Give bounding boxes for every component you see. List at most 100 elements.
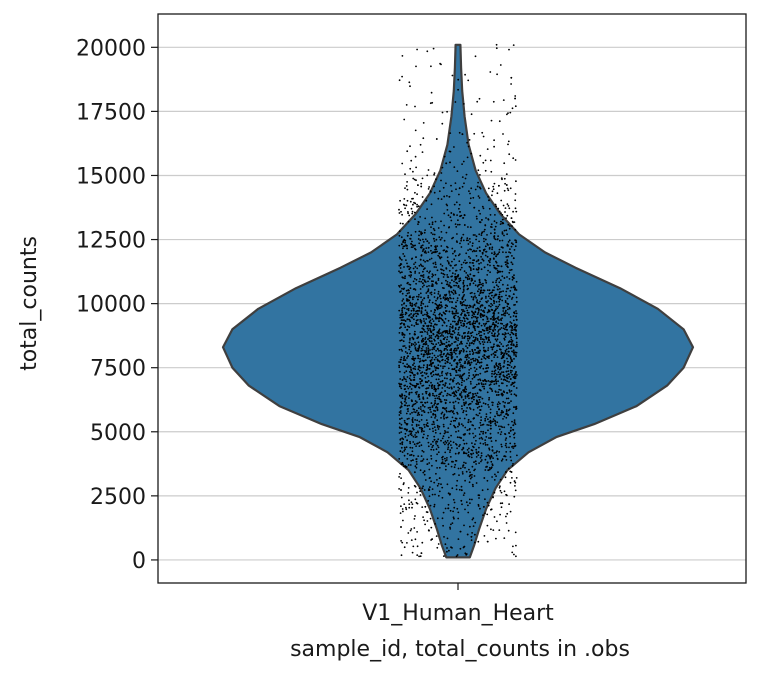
data-point [456, 436, 459, 439]
data-point [514, 375, 517, 378]
data-point [456, 233, 458, 235]
data-point [438, 320, 440, 322]
data-point [450, 465, 453, 468]
data-point [423, 329, 425, 331]
data-point [428, 271, 430, 274]
data-point [514, 193, 517, 195]
data-point [469, 477, 472, 480]
data-point [457, 88, 459, 91]
data-point [462, 300, 465, 303]
data-point [461, 335, 464, 338]
data-point [420, 264, 423, 267]
data-point [477, 540, 480, 543]
data-point [474, 234, 476, 236]
data-point [411, 305, 413, 308]
data-point [499, 362, 501, 365]
data-point [401, 461, 404, 464]
data-point [499, 513, 501, 516]
data-point [483, 240, 485, 243]
data-point [399, 406, 402, 409]
data-point [463, 294, 466, 296]
data-point [476, 392, 479, 395]
data-point [489, 419, 492, 422]
data-point [458, 326, 460, 329]
data-point [423, 284, 425, 287]
data-point [436, 453, 438, 456]
data-point [463, 320, 466, 322]
data-point [510, 286, 513, 289]
data-point [449, 526, 451, 529]
data-point [435, 323, 438, 326]
data-point [493, 302, 495, 305]
data-point [475, 413, 478, 416]
data-point [493, 182, 496, 185]
data-point [515, 355, 517, 358]
data-point [497, 235, 499, 238]
data-point [437, 438, 440, 441]
data-point [423, 372, 426, 374]
data-point [416, 372, 419, 375]
data-point [438, 425, 441, 428]
data-point [410, 501, 413, 504]
data-point [421, 401, 423, 404]
data-point [455, 309, 458, 311]
data-point [412, 364, 414, 366]
data-point [411, 506, 413, 509]
data-point [440, 172, 443, 174]
data-point [458, 474, 460, 476]
data-point [414, 218, 416, 221]
data-point [513, 221, 516, 224]
data-point [476, 247, 479, 250]
data-point [488, 357, 490, 359]
data-point [446, 250, 448, 253]
data-point [457, 254, 460, 257]
data-point [499, 485, 501, 488]
data-point [413, 484, 416, 487]
data-point [490, 454, 493, 457]
data-point [413, 411, 415, 413]
data-point [497, 329, 500, 332]
data-point [415, 423, 418, 426]
data-point [494, 214, 496, 216]
data-point [448, 290, 451, 293]
data-point [515, 315, 517, 318]
data-point [402, 519, 404, 522]
data-point [414, 471, 416, 474]
data-point [435, 266, 437, 268]
data-point [408, 341, 411, 344]
data-point [501, 317, 503, 319]
data-point [437, 428, 440, 430]
data-point [465, 350, 468, 353]
data-point [508, 375, 511, 378]
data-point [484, 159, 487, 162]
data-point [424, 359, 427, 362]
data-point [403, 377, 406, 380]
data-point [444, 402, 447, 405]
data-point [400, 316, 403, 319]
data-point [451, 306, 453, 309]
data-point [444, 440, 447, 443]
data-point [426, 437, 428, 440]
data-point [504, 351, 507, 353]
data-point [413, 211, 416, 214]
data-point [477, 350, 480, 353]
data-point [501, 458, 504, 461]
data-point [424, 377, 427, 379]
data-point [439, 365, 442, 367]
data-point [463, 103, 465, 105]
data-point [469, 350, 471, 353]
data-point [431, 223, 434, 226]
data-point [401, 443, 404, 446]
data-point [496, 73, 498, 76]
data-point [447, 319, 450, 322]
data-point [512, 447, 515, 449]
data-point [407, 434, 410, 437]
data-point [503, 162, 506, 165]
data-point [431, 221, 434, 224]
data-point [428, 384, 431, 387]
data-point [469, 241, 471, 243]
data-point [478, 233, 481, 236]
data-point [413, 244, 415, 247]
data-point [430, 443, 432, 446]
data-point [489, 243, 492, 246]
